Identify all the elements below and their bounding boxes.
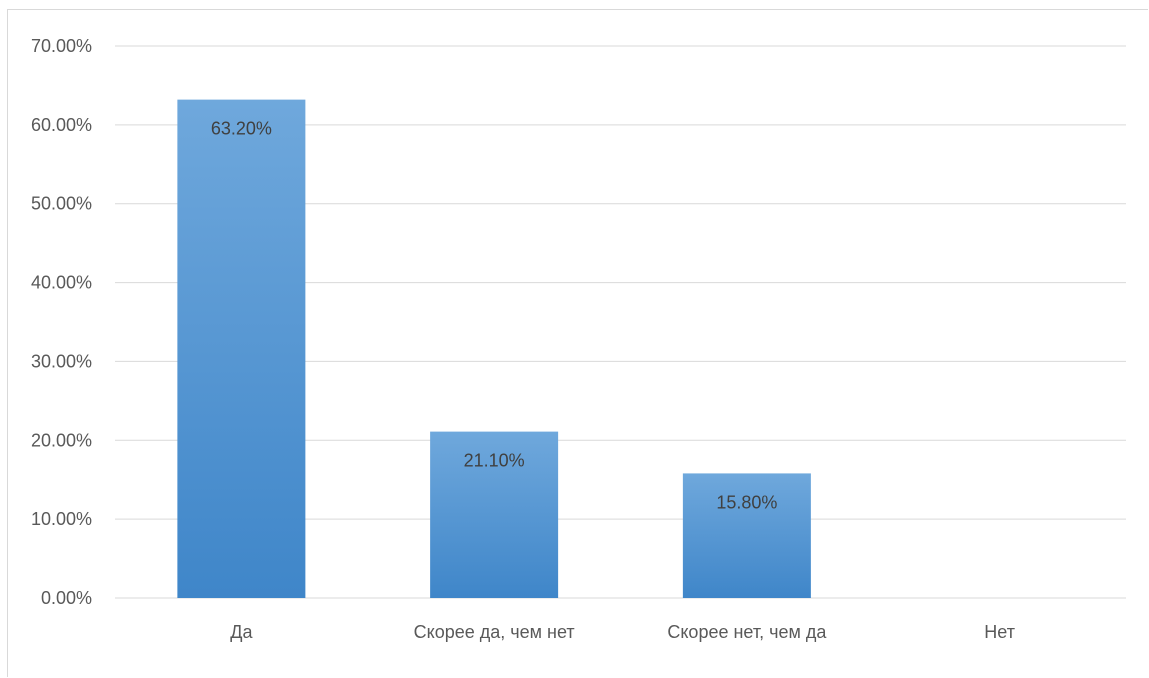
y-tick-label: 70.00% [31,36,92,56]
y-tick-label: 10.00% [31,509,92,529]
x-category-label: Скорее нет, чем да [667,622,827,642]
y-tick-label: 40.00% [31,273,92,293]
x-category-label: Нет [984,622,1015,642]
y-tick-label: 60.00% [31,115,92,135]
x-category-label: Да [230,622,253,642]
y-tick-label: 30.00% [31,351,92,371]
bar-data-label: 15.80% [716,492,777,512]
bar [682,473,811,598]
x-category-label: Скорее да, чем нет [414,622,575,642]
bar [430,431,559,598]
y-axis-tick-labels: 0.00% 10.00% 20.00% 30.00% 40.00% 50.00% 60.00… [31,36,92,608]
x-axis-category-labels: Да Скорее да, чем нет Скорее нет, чем да Не… [230,622,1015,642]
bar [177,99,306,598]
y-tick-label: 0.00% [41,588,92,608]
bar-data-label: 21.10% [464,451,525,471]
y-tick-label: 20.00% [31,430,92,450]
y-tick-label: 50.00% [31,194,92,214]
data-labels: 63.20% 21.10% 15.80% [211,119,778,513]
bars [177,99,811,598]
bar-data-label: 63.20% [211,119,272,139]
